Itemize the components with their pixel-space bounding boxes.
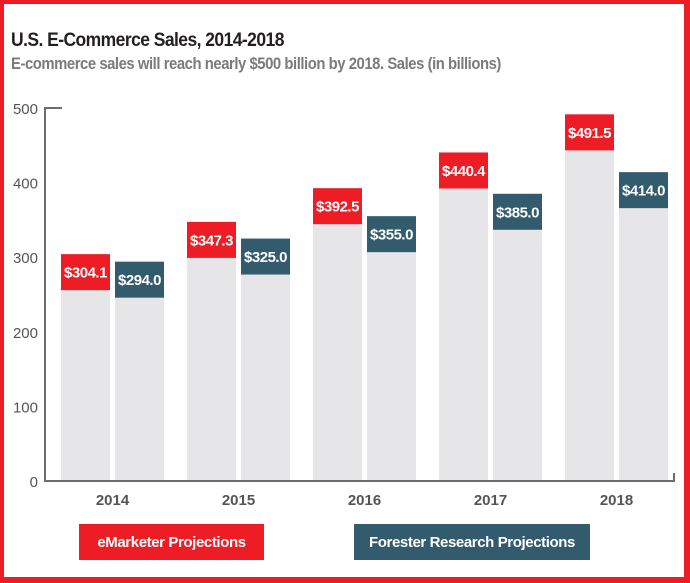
- data-label: $491.5: [568, 125, 611, 142]
- axis-lines: [44, 107, 675, 482]
- data-label: $414.0: [622, 183, 665, 200]
- chart-title: U.S. E-Commerce Sales, 2014-2018: [11, 30, 284, 51]
- bar-value-box: [313, 188, 362, 225]
- y-tick-label: 500: [13, 101, 38, 118]
- data-label: $325.0: [244, 249, 287, 266]
- bar-emarketer-2018: [565, 114, 614, 481]
- bar-value-box: [187, 221, 236, 258]
- bar-forester-2014: [115, 261, 164, 481]
- bar-emarketer-2016: [313, 188, 362, 481]
- bar-forester-2015: [241, 238, 290, 481]
- chart-subtitle: E-commerce sales will reach nearly $500 …: [11, 55, 501, 73]
- bar-value-box: [115, 261, 164, 298]
- bar-value-box: [241, 238, 290, 275]
- data-label: $347.3: [190, 232, 233, 249]
- legend-emarketer: eMarketer Projections: [79, 524, 264, 560]
- x-tick-label: 2017: [474, 492, 507, 509]
- y-tick-label: 300: [13, 250, 38, 267]
- bar-forester-2017: [493, 193, 542, 482]
- x-tick-label: 2015: [222, 492, 255, 509]
- data-label: $440.4: [442, 163, 486, 180]
- y-tick-label: 200: [13, 325, 38, 342]
- x-tick-label: 2018: [600, 492, 633, 509]
- y-axis-ticks: 0 100 200 300 400 500: [13, 101, 38, 491]
- bar-value-box: [619, 172, 668, 209]
- x-tick-label: 2014: [96, 492, 130, 509]
- bar-forester-2018: [619, 172, 668, 481]
- bar-value-box: [367, 216, 416, 253]
- bar-emarketer-2017: [439, 152, 488, 481]
- bar-forester-2016: [367, 216, 416, 482]
- x-axis-ticks: 2014 2015 2016 2017 2018: [96, 492, 633, 509]
- data-label: $355.0: [370, 227, 413, 244]
- bar-emarketer-2014: [61, 254, 110, 481]
- bar-value-box: [565, 114, 614, 151]
- data-label: $392.5: [316, 199, 359, 216]
- y-tick-label: 100: [13, 399, 38, 416]
- legend-forester: Forester Research Projections: [354, 524, 590, 560]
- bar-value-box: [61, 254, 110, 291]
- data-label: $304.1: [64, 265, 107, 282]
- bar-value-box: [493, 193, 542, 230]
- bars: $304.1 $294.0 $347.3 $325.0 $392.5 $355.0 $440…: [61, 114, 668, 482]
- axes: [44, 107, 675, 482]
- y-tick-label: 0: [30, 474, 38, 491]
- y-tick-label: 400: [13, 176, 38, 193]
- bar-emarketer-2015: [187, 221, 236, 482]
- data-label: $294.0: [118, 272, 161, 289]
- x-tick-label: 2016: [348, 492, 381, 509]
- bar-value-box: [439, 152, 488, 189]
- data-label: $385.0: [496, 204, 539, 221]
